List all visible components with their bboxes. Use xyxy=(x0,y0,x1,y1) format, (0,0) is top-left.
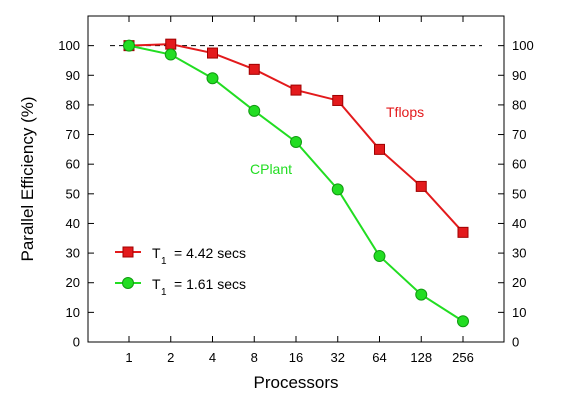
x-tick-label: 64 xyxy=(372,350,386,365)
data-point-cplant xyxy=(164,48,177,61)
x-tick-label: 128 xyxy=(410,350,432,365)
y-tick-label-left: 30 xyxy=(66,246,80,261)
data-point-cplant xyxy=(373,250,386,263)
x-tick-label: 16 xyxy=(289,350,303,365)
data-point-tflops xyxy=(457,226,469,238)
y-tick-label-right: 0 xyxy=(512,335,519,350)
legend-text-cplant: = 1.61 secs xyxy=(174,276,246,292)
legend-marker-tflops xyxy=(122,246,134,258)
legend-symbol-cplant: T xyxy=(152,276,161,292)
data-point-tflops xyxy=(374,143,385,155)
y-tick-label-right: 40 xyxy=(512,216,526,231)
y-tick-label-right: 50 xyxy=(512,186,526,201)
y-tick-label-left: 90 xyxy=(66,68,80,83)
data-point-cplant xyxy=(206,72,219,85)
data-point-cplant xyxy=(457,315,469,328)
series-label-cplant: CPlant xyxy=(250,161,292,177)
data-point-cplant xyxy=(331,183,344,196)
data-point-tflops xyxy=(290,84,302,96)
data-point-cplant xyxy=(290,135,302,148)
y-tick-label-right: 80 xyxy=(512,97,526,112)
y-tick-label-left: 10 xyxy=(66,305,80,320)
series-label-tflops: Tflops xyxy=(386,104,424,120)
y-tick-label-right: 30 xyxy=(512,246,526,261)
x-tick-label: 4 xyxy=(209,350,216,365)
x-tick-label: 8 xyxy=(251,350,258,365)
plot-frame xyxy=(87,15,505,343)
y-tick-label-right: 100 xyxy=(512,38,534,53)
y-tick-label-left: 40 xyxy=(66,216,80,231)
series-layer xyxy=(123,38,469,328)
y-tick-label-left: 80 xyxy=(66,97,80,112)
x-axis-title: Processors xyxy=(253,373,338,392)
legend-subscript-cplant: 1 xyxy=(161,287,167,298)
y-tick-label-right: 60 xyxy=(512,157,526,172)
data-point-cplant xyxy=(123,39,135,52)
data-point-tflops xyxy=(248,63,260,75)
data-point-tflops xyxy=(332,94,344,106)
legend-subscript-tflops: 1 xyxy=(161,256,167,267)
data-point-tflops xyxy=(415,180,427,192)
x-tick-label: 2 xyxy=(167,350,174,365)
data-point-cplant xyxy=(248,104,261,117)
legend-marker-cplant xyxy=(122,277,134,289)
legend: T 1 = 4.42 secs T 1 = 1.61 secs xyxy=(115,245,246,298)
legend-entry-tflops: T 1 = 4.42 secs xyxy=(115,245,246,267)
y-tick-label-left: 60 xyxy=(66,157,80,172)
data-point-cplant xyxy=(415,288,428,301)
y-tick-label-right: 90 xyxy=(512,68,526,83)
x-tick-label: 32 xyxy=(331,350,345,365)
y-tick-label-right: 70 xyxy=(512,127,526,142)
y-tick-label-left: 100 xyxy=(58,38,80,53)
x-tick-label: 256 xyxy=(452,350,474,365)
y-tick-label-left: 20 xyxy=(66,275,80,290)
legend-entry-cplant: T 1 = 1.61 secs xyxy=(115,276,246,298)
data-point-tflops xyxy=(165,38,177,50)
legend-text-tflops: = 4.42 secs xyxy=(174,245,246,261)
legend-symbol-tflops: T xyxy=(152,245,161,261)
y-tick-label-right: 20 xyxy=(512,275,526,290)
y-tick-label-left: 0 xyxy=(73,335,80,350)
data-point-tflops xyxy=(207,47,218,59)
y-tick-label-left: 50 xyxy=(66,186,80,201)
axis-ticks: 0 0 10 10 20 20 30 30 40 40 50 50 60 60 70 70 80 80 90 90 10… xyxy=(58,16,534,365)
y-tick-label-right: 10 xyxy=(512,305,526,320)
y-tick-label-left: 70 xyxy=(66,127,80,142)
x-tick-label: 1 xyxy=(125,350,132,365)
y-axis-title: Parallel Efficiency (%) xyxy=(18,96,37,261)
